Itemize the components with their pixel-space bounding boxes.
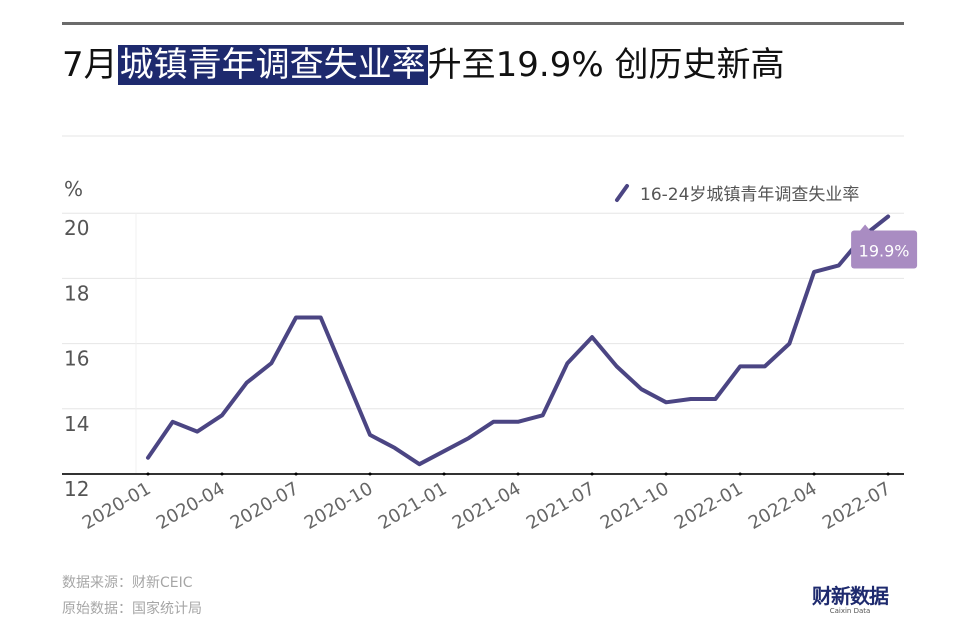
y-tick-label: 14: [64, 412, 89, 436]
x-tick: [812, 472, 816, 476]
x-tick: [738, 472, 742, 476]
title-suffix: 升至19.9% 创历史新高: [427, 45, 785, 85]
x-tick: [220, 472, 224, 476]
x-tick-label: 2021-04: [449, 478, 525, 534]
legend-label: 16-24岁城镇青年调查失业率: [640, 185, 859, 205]
x-tick-label: 2020-01: [79, 478, 155, 534]
x-tick: [442, 472, 446, 476]
x-tick: [590, 472, 594, 476]
x-tick: [146, 472, 150, 476]
y-tick-label: 20: [64, 216, 89, 240]
legend-line-icon: [615, 184, 629, 202]
x-tick: [516, 472, 520, 476]
title-prefix: 7月: [62, 45, 118, 85]
title-highlight: 城镇青年调查失业率: [117, 45, 428, 85]
x-tick: [664, 472, 668, 476]
x-tick-label: 2021-07: [523, 478, 599, 534]
x-tick-label: 2021-10: [597, 478, 673, 534]
logo-en: Caixin Data: [829, 607, 871, 615]
caixin-data-logo: 财新数据 Caixin Data: [812, 584, 889, 615]
x-tick-label: 2020-10: [301, 478, 377, 534]
x-tick-label: 2022-07: [819, 478, 895, 534]
x-tick-label: 2022-01: [671, 478, 747, 534]
y-axis-unit: %: [64, 177, 83, 201]
source-note: 数据来源：财新CEIC: [62, 575, 193, 591]
series-line: [146, 214, 891, 467]
x-tick-label: 2021-01: [375, 478, 451, 534]
original-data-note: 原始数据：国家统计局: [62, 601, 202, 617]
x-tick-label: 2020-04: [153, 478, 229, 534]
value-callout: [851, 230, 918, 269]
chart-title: 7月城镇青年调查失业率升至19.9% 创历史新高: [62, 40, 784, 90]
callout-pointer: [860, 224, 871, 231]
x-tick: [368, 472, 372, 476]
x-tick: [294, 472, 298, 476]
top-rule: [62, 22, 904, 25]
x-tick: [886, 472, 890, 476]
logo-cn: 财新数据: [812, 584, 889, 608]
y-tick-label: 12: [64, 477, 89, 501]
x-tick-label: 2022-04: [745, 478, 821, 534]
callout-text: 19.9%: [859, 241, 910, 260]
y-tick-label: 18: [64, 281, 89, 305]
x-tick-label: 2020-07: [227, 478, 303, 534]
y-tick-label: 16: [64, 347, 89, 371]
